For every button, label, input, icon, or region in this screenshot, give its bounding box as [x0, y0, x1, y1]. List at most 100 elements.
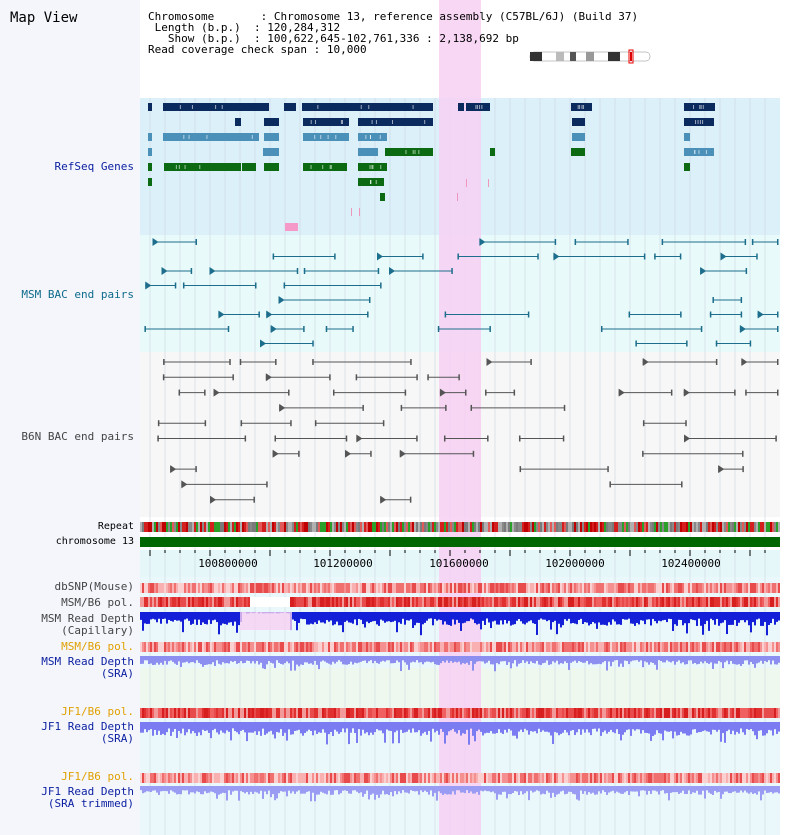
repeat-block — [468, 522, 470, 532]
depth-bar — [458, 612, 460, 623]
heat-cell — [456, 642, 458, 652]
heat-cell — [548, 708, 550, 718]
heat-cell — [396, 642, 398, 652]
heat-cell — [684, 642, 686, 652]
heat-cell — [566, 642, 568, 652]
heat-cell — [544, 773, 546, 783]
repeat-block — [330, 522, 332, 532]
depth-bar — [184, 612, 186, 620]
track-label-msm-depth-capillary[interactable]: MSM Read Depth (Capillary) — [41, 613, 134, 637]
track-label-msm-bac[interactable]: MSM BAC end pairs — [21, 288, 134, 301]
bac-end — [530, 359, 532, 365]
heat-cell — [646, 773, 648, 783]
depth-bar — [500, 612, 502, 621]
heat-cell — [384, 583, 386, 593]
heat-cell — [456, 583, 458, 593]
heat-cell — [202, 597, 204, 607]
depth-bar — [686, 612, 688, 634]
axis-tick-label: 102000000 — [545, 557, 605, 570]
repeat-block — [498, 522, 500, 532]
track-label-jf1-depth-trimmed[interactable]: JF1 Read Depth (SRA trimmed) — [41, 786, 134, 810]
bac-end — [709, 311, 712, 318]
heat-cell — [458, 583, 460, 593]
depth-bar — [346, 722, 348, 729]
bac-end — [679, 253, 682, 260]
depth-bar — [484, 722, 486, 734]
track-label-chromosome[interactable]: chromosome 13 — [55, 536, 134, 547]
depth-bar — [282, 786, 284, 792]
heat-cell — [756, 642, 758, 652]
heat-cell — [720, 583, 722, 593]
repeat-block — [504, 522, 506, 532]
track-label-msm-b6-pol-2[interactable]: MSM/B6 pol. — [61, 640, 134, 653]
depth-bar — [642, 656, 644, 668]
heat-cell — [350, 773, 352, 783]
repeat-block — [318, 522, 320, 532]
heat-cell — [388, 708, 390, 718]
depth-bar — [690, 786, 692, 795]
depth-bar — [536, 786, 538, 791]
heat-cell — [462, 597, 464, 607]
heat-cell — [750, 583, 752, 593]
read-span-value: 10,000 — [326, 43, 367, 56]
heat-cell — [604, 708, 606, 718]
track-label-refseq[interactable]: RefSeq Genes — [54, 160, 134, 173]
depth-bar — [228, 722, 230, 732]
depth-bar — [750, 656, 752, 662]
heat-cell — [698, 708, 700, 718]
track-label-jf1-b6-pol-1[interactable]: JF1/B6 pol. — [61, 705, 134, 718]
heat-cell — [502, 642, 504, 652]
heat-cell — [150, 773, 152, 783]
depth-bar — [396, 722, 398, 731]
heat-cell — [646, 597, 648, 607]
heat-cell — [270, 773, 272, 783]
heat-cell — [384, 708, 386, 718]
depth-bar — [336, 786, 338, 791]
bac-arrow — [439, 388, 446, 397]
depth-bar — [588, 786, 590, 793]
repeat-block — [272, 522, 274, 532]
depth-bar — [208, 656, 210, 665]
heat-cell — [584, 773, 586, 783]
depth-bar — [670, 722, 672, 732]
depth-bar — [524, 612, 526, 625]
depth-bar — [416, 656, 418, 661]
bac-end — [487, 435, 489, 442]
depth-bar — [528, 722, 530, 735]
heat-cell — [322, 708, 324, 718]
heat-cell — [422, 583, 424, 593]
depth-bar — [320, 656, 322, 662]
heat-cell — [302, 642, 304, 652]
heat-cell — [190, 642, 192, 652]
depth-bar — [584, 786, 586, 792]
track-label-jf1-b6-pol-2[interactable]: JF1/B6 pol. — [61, 770, 134, 783]
depth-bar — [574, 722, 576, 736]
track-label-msm-depth-sra[interactable]: MSM Read Depth (SRA) — [41, 656, 134, 680]
heat-cell — [506, 773, 508, 783]
heat-cell — [678, 708, 680, 718]
exon-gap — [371, 165, 373, 169]
heat-cell — [362, 597, 364, 607]
depth-bar — [418, 656, 420, 663]
heat-cell — [302, 597, 304, 607]
track-label-dbsnp[interactable]: dbSNP(Mouse) — [54, 580, 134, 593]
depth-bar — [354, 612, 356, 620]
bac-end — [190, 268, 193, 274]
depth-bar — [442, 612, 444, 625]
heat-cell — [760, 642, 762, 652]
heat-cell — [712, 583, 714, 593]
depth-bar — [628, 722, 630, 730]
depth-bar — [260, 786, 262, 791]
depth-bar — [440, 722, 442, 729]
track-label-jf1-depth-sra[interactable]: JF1 Read Depth (SRA) — [41, 721, 134, 745]
heat-cell — [178, 642, 180, 652]
repeat-block — [486, 522, 488, 532]
track-label-msm-b6-pol-1[interactable]: MSM/B6 pol. — [61, 596, 134, 609]
heat-cell — [360, 597, 362, 607]
heat-cell — [472, 708, 474, 718]
depth-bar — [452, 722, 454, 729]
heat-cell — [694, 708, 696, 718]
track-label-repeat[interactable]: Repeat — [97, 521, 134, 532]
track-label-b6n-bac[interactable]: B6N BAC end pairs — [21, 430, 134, 443]
heat-cell — [544, 583, 546, 593]
